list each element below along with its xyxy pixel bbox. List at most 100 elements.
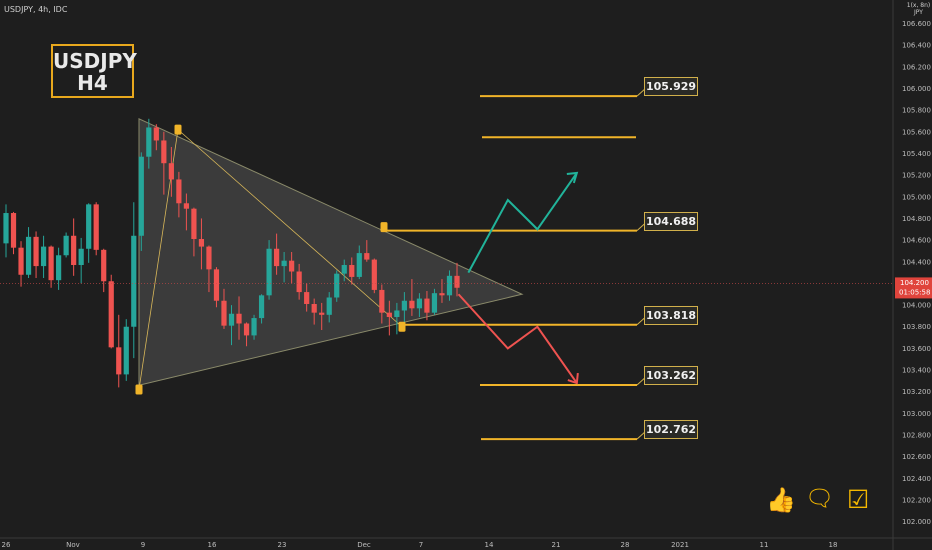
x-tick-label: 21 — [552, 541, 561, 549]
bullish-scenario-path — [467, 172, 578, 274]
checkbox-icon[interactable]: ☑ — [847, 485, 870, 514]
candle-body — [439, 293, 445, 296]
candle-body — [409, 300, 415, 309]
level-price-label: 103.818 — [644, 305, 698, 325]
y-tick-label: 102.600 — [902, 453, 931, 461]
symbol-badge: USDJPY H4 — [51, 44, 137, 98]
candle-body — [183, 203, 189, 209]
pivot-marker[interactable] — [174, 124, 182, 135]
thumbs-up-icon[interactable]: 👍 — [766, 486, 796, 514]
current-price-box — [895, 277, 932, 299]
x-tick-label: 23 — [278, 541, 287, 549]
x-tick-label: Nov — [66, 541, 80, 549]
candle-body — [394, 310, 400, 317]
candle-body — [364, 253, 370, 260]
symbol-label: USDJPY, 4h, IDC — [4, 5, 68, 14]
candle-body — [274, 248, 280, 267]
candle-body — [131, 235, 137, 327]
candle-body — [416, 298, 423, 309]
candle-body — [176, 179, 182, 204]
candle-body — [213, 269, 220, 301]
candle-body — [78, 248, 84, 266]
candle-body — [281, 260, 287, 267]
candle-body — [101, 249, 107, 282]
candle-body — [123, 326, 129, 375]
candle-body — [168, 163, 174, 180]
pivot-marker[interactable] — [398, 321, 406, 332]
y-tick-label: 104.600 — [902, 237, 931, 245]
x-tick-label: 11 — [760, 541, 769, 549]
x-tick-label: 9 — [141, 541, 145, 549]
y-tick-label: 106.400 — [902, 42, 931, 50]
candle-body — [258, 295, 265, 319]
candle-body — [221, 300, 227, 326]
candle-body — [63, 235, 69, 256]
candle-body — [93, 204, 99, 250]
level-price-label: 103.262 — [644, 366, 698, 385]
candle-body — [446, 275, 453, 296]
candle-body — [379, 289, 385, 313]
y-tick-label: 102.800 — [902, 432, 931, 440]
y-tick-label: 105.400 — [902, 150, 931, 158]
x-tick-label: 14 — [485, 541, 494, 549]
y-tick-label: 105.800 — [902, 107, 931, 115]
candle-body — [319, 312, 325, 315]
candle-body — [71, 235, 77, 266]
candle-body — [33, 236, 39, 267]
currency-label: 1(x, 8n) JPY — [906, 2, 931, 16]
candle-body — [161, 140, 167, 164]
candle-body — [18, 247, 24, 275]
candle-body — [349, 265, 355, 277]
candle-body — [56, 255, 62, 281]
current-price-label: 104.200 — [900, 279, 929, 287]
y-tick-label: 105.600 — [902, 128, 931, 136]
y-tick-label: 104.400 — [902, 258, 931, 266]
x-tick-label: 7 — [419, 541, 423, 549]
pivot-marker[interactable] — [135, 384, 143, 395]
y-tick-label: 103.200 — [902, 388, 931, 396]
level-price-label: 105.929 — [644, 77, 698, 97]
level-price-label: 102.762 — [644, 420, 698, 440]
x-tick-label: 26 — [2, 541, 11, 549]
candle-body — [40, 246, 47, 267]
x-tick-label: 28 — [621, 541, 630, 549]
candle-body — [251, 318, 257, 336]
candle-body — [289, 260, 295, 272]
y-tick-label: 103.400 — [902, 367, 931, 375]
candle-body — [401, 300, 407, 311]
y-tick-label: 106.600 — [902, 20, 931, 28]
candle-body — [356, 253, 362, 277]
y-tick-label: 103.600 — [902, 345, 931, 353]
y-tick-label: 102.000 — [902, 518, 931, 526]
x-tick-label: Dec — [357, 541, 371, 549]
candle-body — [3, 213, 9, 244]
bullish-arrow-head — [566, 171, 579, 184]
candle-body — [341, 265, 347, 274]
candle-body — [228, 313, 235, 326]
badge-symbol: USDJPY — [53, 49, 137, 73]
candle-body — [236, 313, 242, 324]
candle-body — [266, 248, 272, 296]
x-tick-label: 16 — [208, 541, 217, 549]
bearish-arrow-head — [567, 372, 579, 385]
trend-line-down — [177, 129, 403, 328]
y-tick-label: 106.200 — [902, 63, 931, 71]
candle-body — [326, 297, 332, 315]
candle-body — [296, 271, 302, 293]
candle-body — [424, 298, 430, 313]
candle-body — [371, 259, 377, 290]
candle-body — [431, 293, 438, 313]
comments-icon[interactable]: 🗨 — [805, 486, 835, 512]
candle-body — [311, 303, 317, 313]
candle-body — [191, 208, 197, 240]
triangle-pattern — [138, 118, 524, 386]
y-tick-label: 104.000 — [902, 302, 931, 310]
countdown-label: 01:05:58 — [899, 288, 930, 296]
pivot-marker[interactable] — [380, 222, 388, 233]
y-tick-label: 104.800 — [902, 215, 931, 223]
candle-body — [48, 246, 54, 281]
candle-body — [86, 204, 92, 249]
candle-body — [153, 127, 159, 141]
candle-body — [304, 292, 310, 304]
